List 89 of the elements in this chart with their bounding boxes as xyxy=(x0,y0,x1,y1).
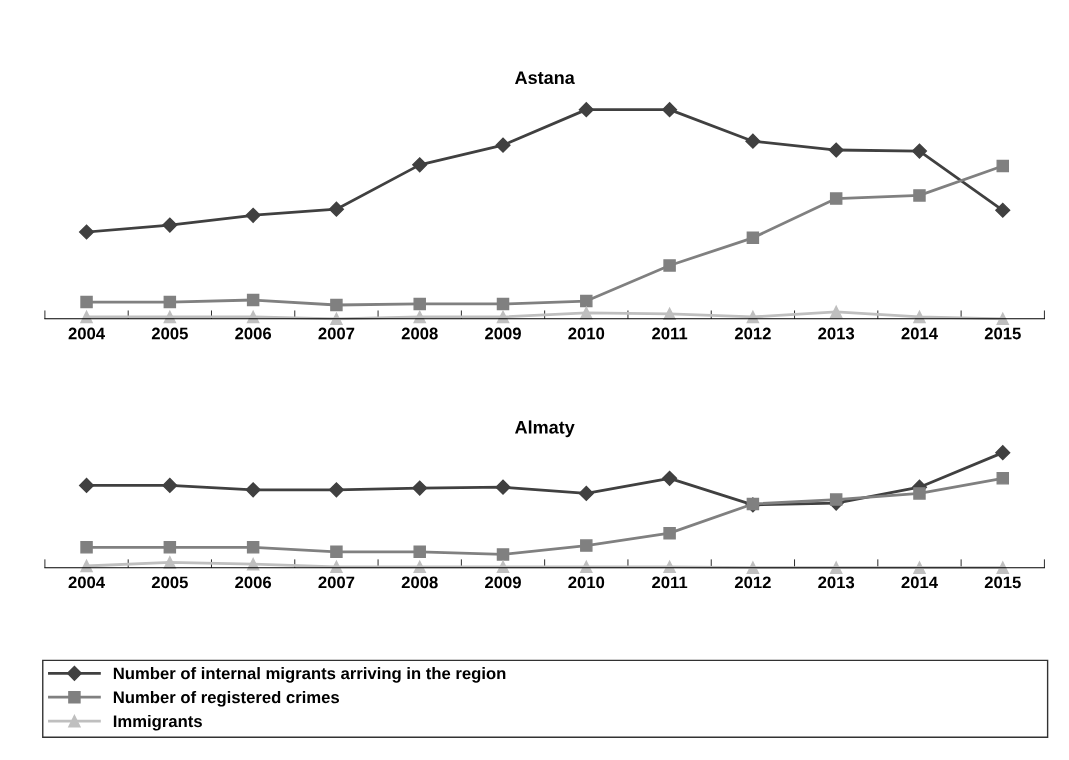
point xyxy=(413,545,426,559)
point xyxy=(580,539,593,552)
point xyxy=(829,192,843,205)
point xyxy=(996,312,1010,326)
point xyxy=(996,561,1010,574)
chart-title: Astana xyxy=(515,71,575,85)
x-tick-label: 2005 xyxy=(151,327,188,340)
point xyxy=(245,482,261,498)
x-tick-label: 2008 xyxy=(401,576,438,589)
x-tick-label: 2014 xyxy=(901,327,938,340)
x-tick-label: 2009 xyxy=(485,327,521,340)
point xyxy=(413,560,426,574)
x-tick-label: 2011 xyxy=(652,576,688,589)
point xyxy=(663,560,676,574)
point xyxy=(995,445,1011,461)
point xyxy=(913,487,926,500)
point xyxy=(495,479,511,495)
point xyxy=(245,207,261,223)
point xyxy=(496,297,510,311)
point xyxy=(330,312,343,326)
x-tick-label: 2013 xyxy=(818,576,855,589)
point xyxy=(496,548,510,561)
point xyxy=(80,541,93,554)
point xyxy=(163,310,177,324)
point xyxy=(246,541,260,554)
point xyxy=(328,201,344,217)
point xyxy=(829,493,843,506)
point xyxy=(580,560,593,574)
x-tick-label: 2010 xyxy=(568,576,605,589)
point xyxy=(829,305,843,319)
point xyxy=(330,560,343,574)
x-tick-label: 2007 xyxy=(318,576,355,589)
x-tick-label: 2008 xyxy=(401,327,438,340)
point xyxy=(911,143,928,159)
point xyxy=(662,470,678,486)
legend-label: Number of internal migrants arriving in the region xyxy=(113,667,506,683)
x-tick-label: 2015 xyxy=(984,327,1021,340)
point xyxy=(996,159,1010,173)
x-tick-label: 2011 xyxy=(652,327,688,340)
point xyxy=(913,189,926,202)
point xyxy=(78,224,95,240)
point xyxy=(995,202,1011,218)
x-tick-label: 2012 xyxy=(734,576,771,589)
point xyxy=(330,298,343,312)
point xyxy=(745,133,761,149)
point xyxy=(746,561,760,574)
legend-label: Number of registered crimes xyxy=(113,690,340,707)
x-tick-label: 2012 xyxy=(734,327,771,340)
point xyxy=(162,217,178,233)
x-tick-label: 2005 xyxy=(151,576,188,589)
point xyxy=(663,259,676,272)
point xyxy=(412,480,428,496)
point xyxy=(578,102,594,118)
x-tick-label: 2006 xyxy=(235,327,272,340)
point xyxy=(746,231,760,245)
point xyxy=(413,297,426,311)
point xyxy=(828,142,844,158)
point xyxy=(663,307,676,321)
point xyxy=(163,556,177,569)
point xyxy=(163,295,177,309)
point xyxy=(80,295,93,309)
x-tick-label: 2004 xyxy=(68,327,105,340)
x-tick-label: 2006 xyxy=(235,576,272,589)
point xyxy=(412,157,428,173)
point xyxy=(913,561,926,574)
x-tick-label: 2010 xyxy=(568,327,605,340)
point xyxy=(829,561,843,574)
point xyxy=(578,485,594,501)
point xyxy=(663,526,676,540)
chart-title: Almaty xyxy=(515,420,575,438)
x-tick-label: 2004 xyxy=(68,576,105,589)
legend-label: Immigrants xyxy=(113,714,202,731)
point xyxy=(328,482,344,498)
point xyxy=(996,472,1010,485)
point xyxy=(413,310,426,324)
point xyxy=(495,137,511,153)
point xyxy=(662,102,678,118)
x-tick-label: 2007 xyxy=(318,327,355,340)
x-tick-label: 2015 xyxy=(984,576,1021,589)
point xyxy=(78,477,95,494)
point xyxy=(330,545,343,559)
x-tick-label: 2013 xyxy=(818,327,855,340)
point xyxy=(162,477,178,494)
point xyxy=(163,541,177,554)
x-tick-label: 2009 xyxy=(485,576,521,589)
point xyxy=(580,294,593,308)
point xyxy=(246,293,260,307)
x-tick-label: 2014 xyxy=(901,576,938,589)
point xyxy=(580,306,593,320)
